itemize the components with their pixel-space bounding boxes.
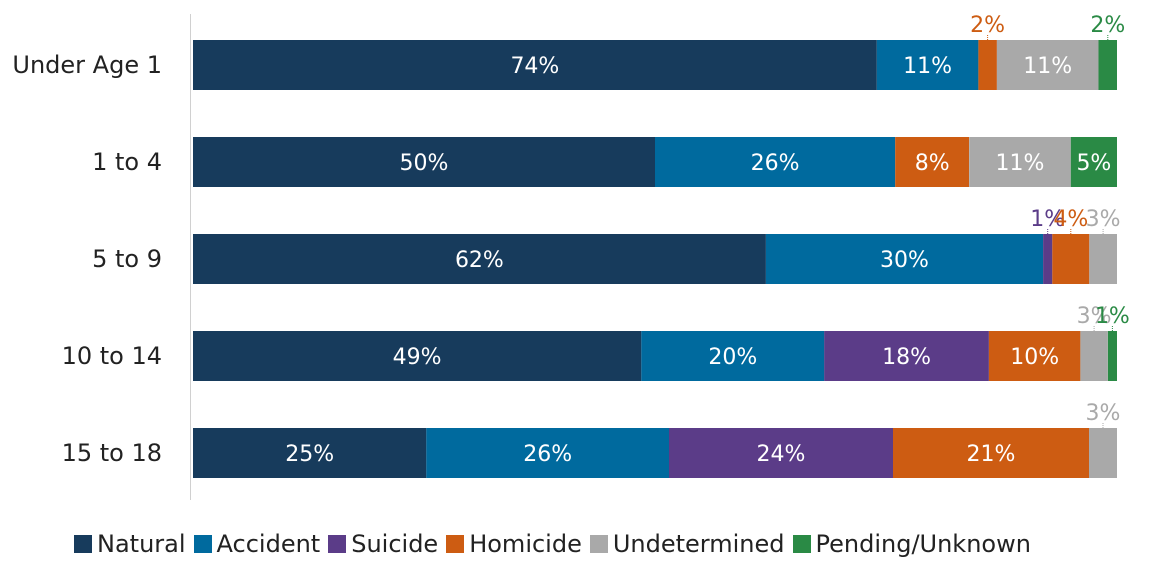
bar-segment-accident [765, 234, 1044, 284]
legend-label: Natural [97, 530, 186, 558]
bar-segment-undetermined [969, 137, 1071, 187]
bar-segment-undetermined [1089, 234, 1117, 284]
bar-segment-homicide [893, 428, 1089, 478]
value-label: 74% [510, 54, 559, 79]
legend-label: Homicide [469, 530, 582, 558]
legend-swatch [193, 535, 212, 553]
value-label: 3% [1086, 401, 1121, 426]
legend-item-suicide: Suicide [328, 530, 438, 558]
bar-segment-natural [193, 428, 427, 478]
bar-segment-suicide [669, 428, 893, 478]
bar-segment-homicide [1052, 234, 1090, 284]
value-label: 4% [1053, 207, 1088, 232]
legend-item-natural: Natural [74, 530, 186, 558]
bar-segment-natural [193, 331, 642, 381]
value-label: 50% [400, 151, 449, 176]
value-label: 62% [455, 248, 504, 273]
value-label: 21% [967, 442, 1016, 467]
value-label: 26% [523, 442, 572, 467]
value-label: 11% [996, 151, 1045, 176]
legend-item-undetermined: Undetermined [589, 530, 785, 558]
value-label: 8% [915, 151, 950, 176]
legend-swatch [328, 535, 347, 553]
value-label: 26% [751, 151, 800, 176]
value-label: 3% [1086, 207, 1121, 232]
category-label: 5 to 9 [92, 245, 162, 273]
value-label: 11% [903, 54, 952, 79]
value-label: 24% [757, 442, 806, 467]
legend-item-accident: Accident [193, 530, 321, 558]
value-label: 49% [393, 345, 442, 370]
legend-label: Undetermined [612, 530, 785, 558]
value-label: 1% [1095, 304, 1130, 329]
category-label: 1 to 4 [92, 148, 162, 176]
bar-segment-homicide [895, 137, 970, 187]
value-label: 30% [880, 248, 929, 273]
bar-segment-accident [426, 428, 669, 478]
value-label: 2% [1090, 13, 1125, 38]
value-label: 2% [970, 13, 1005, 38]
category-label: 10 to 14 [62, 342, 162, 370]
bar-segment-natural [193, 234, 766, 284]
bar-segment-accident [641, 331, 825, 381]
value-label: 5% [1076, 151, 1111, 176]
bar-segment-pending-unknown [1107, 331, 1117, 381]
bar-segment-homicide [978, 40, 997, 90]
category-label: 15 to 18 [62, 439, 162, 467]
bar-segment-suicide [824, 331, 989, 381]
value-label: 3% [1077, 304, 1112, 329]
value-label: 18% [882, 345, 931, 370]
legend: Natural Accident Suicide Homicide Undetermin… [74, 530, 1031, 558]
category-label: Under Age 1 [12, 51, 162, 79]
legend-item-homicide: Homicide [446, 530, 582, 558]
value-label: 20% [708, 345, 757, 370]
legend-swatch [74, 535, 92, 553]
legend-swatch [446, 535, 465, 553]
value-label: 11% [1023, 54, 1072, 79]
bar-segment-accident [876, 40, 979, 90]
bar-segment-pending-unknown [1070, 137, 1117, 187]
value-label: 1% [1030, 207, 1065, 232]
bar-segment-pending-unknown [1098, 40, 1117, 90]
bar-segment-undetermined [1089, 428, 1117, 478]
legend-label: Suicide [351, 530, 439, 558]
legend-label: Accident [216, 530, 321, 558]
bar-segment-homicide [988, 331, 1081, 381]
legend-label: Pending/Unknown [815, 530, 1031, 558]
legend-item-pending-unknown: Pending/Unknown [792, 530, 1031, 558]
bar-segment-undetermined [996, 40, 1099, 90]
value-label: 25% [285, 442, 334, 467]
value-label: 10% [1010, 345, 1059, 370]
bar-segment-undetermined [1080, 331, 1108, 381]
bar-segment-accident [655, 137, 896, 187]
bar-segment-natural [193, 137, 655, 187]
legend-swatch [589, 535, 608, 553]
bar-segment-suicide [1043, 234, 1053, 284]
legend-swatch [792, 535, 811, 553]
bar-segment-natural [193, 40, 877, 90]
